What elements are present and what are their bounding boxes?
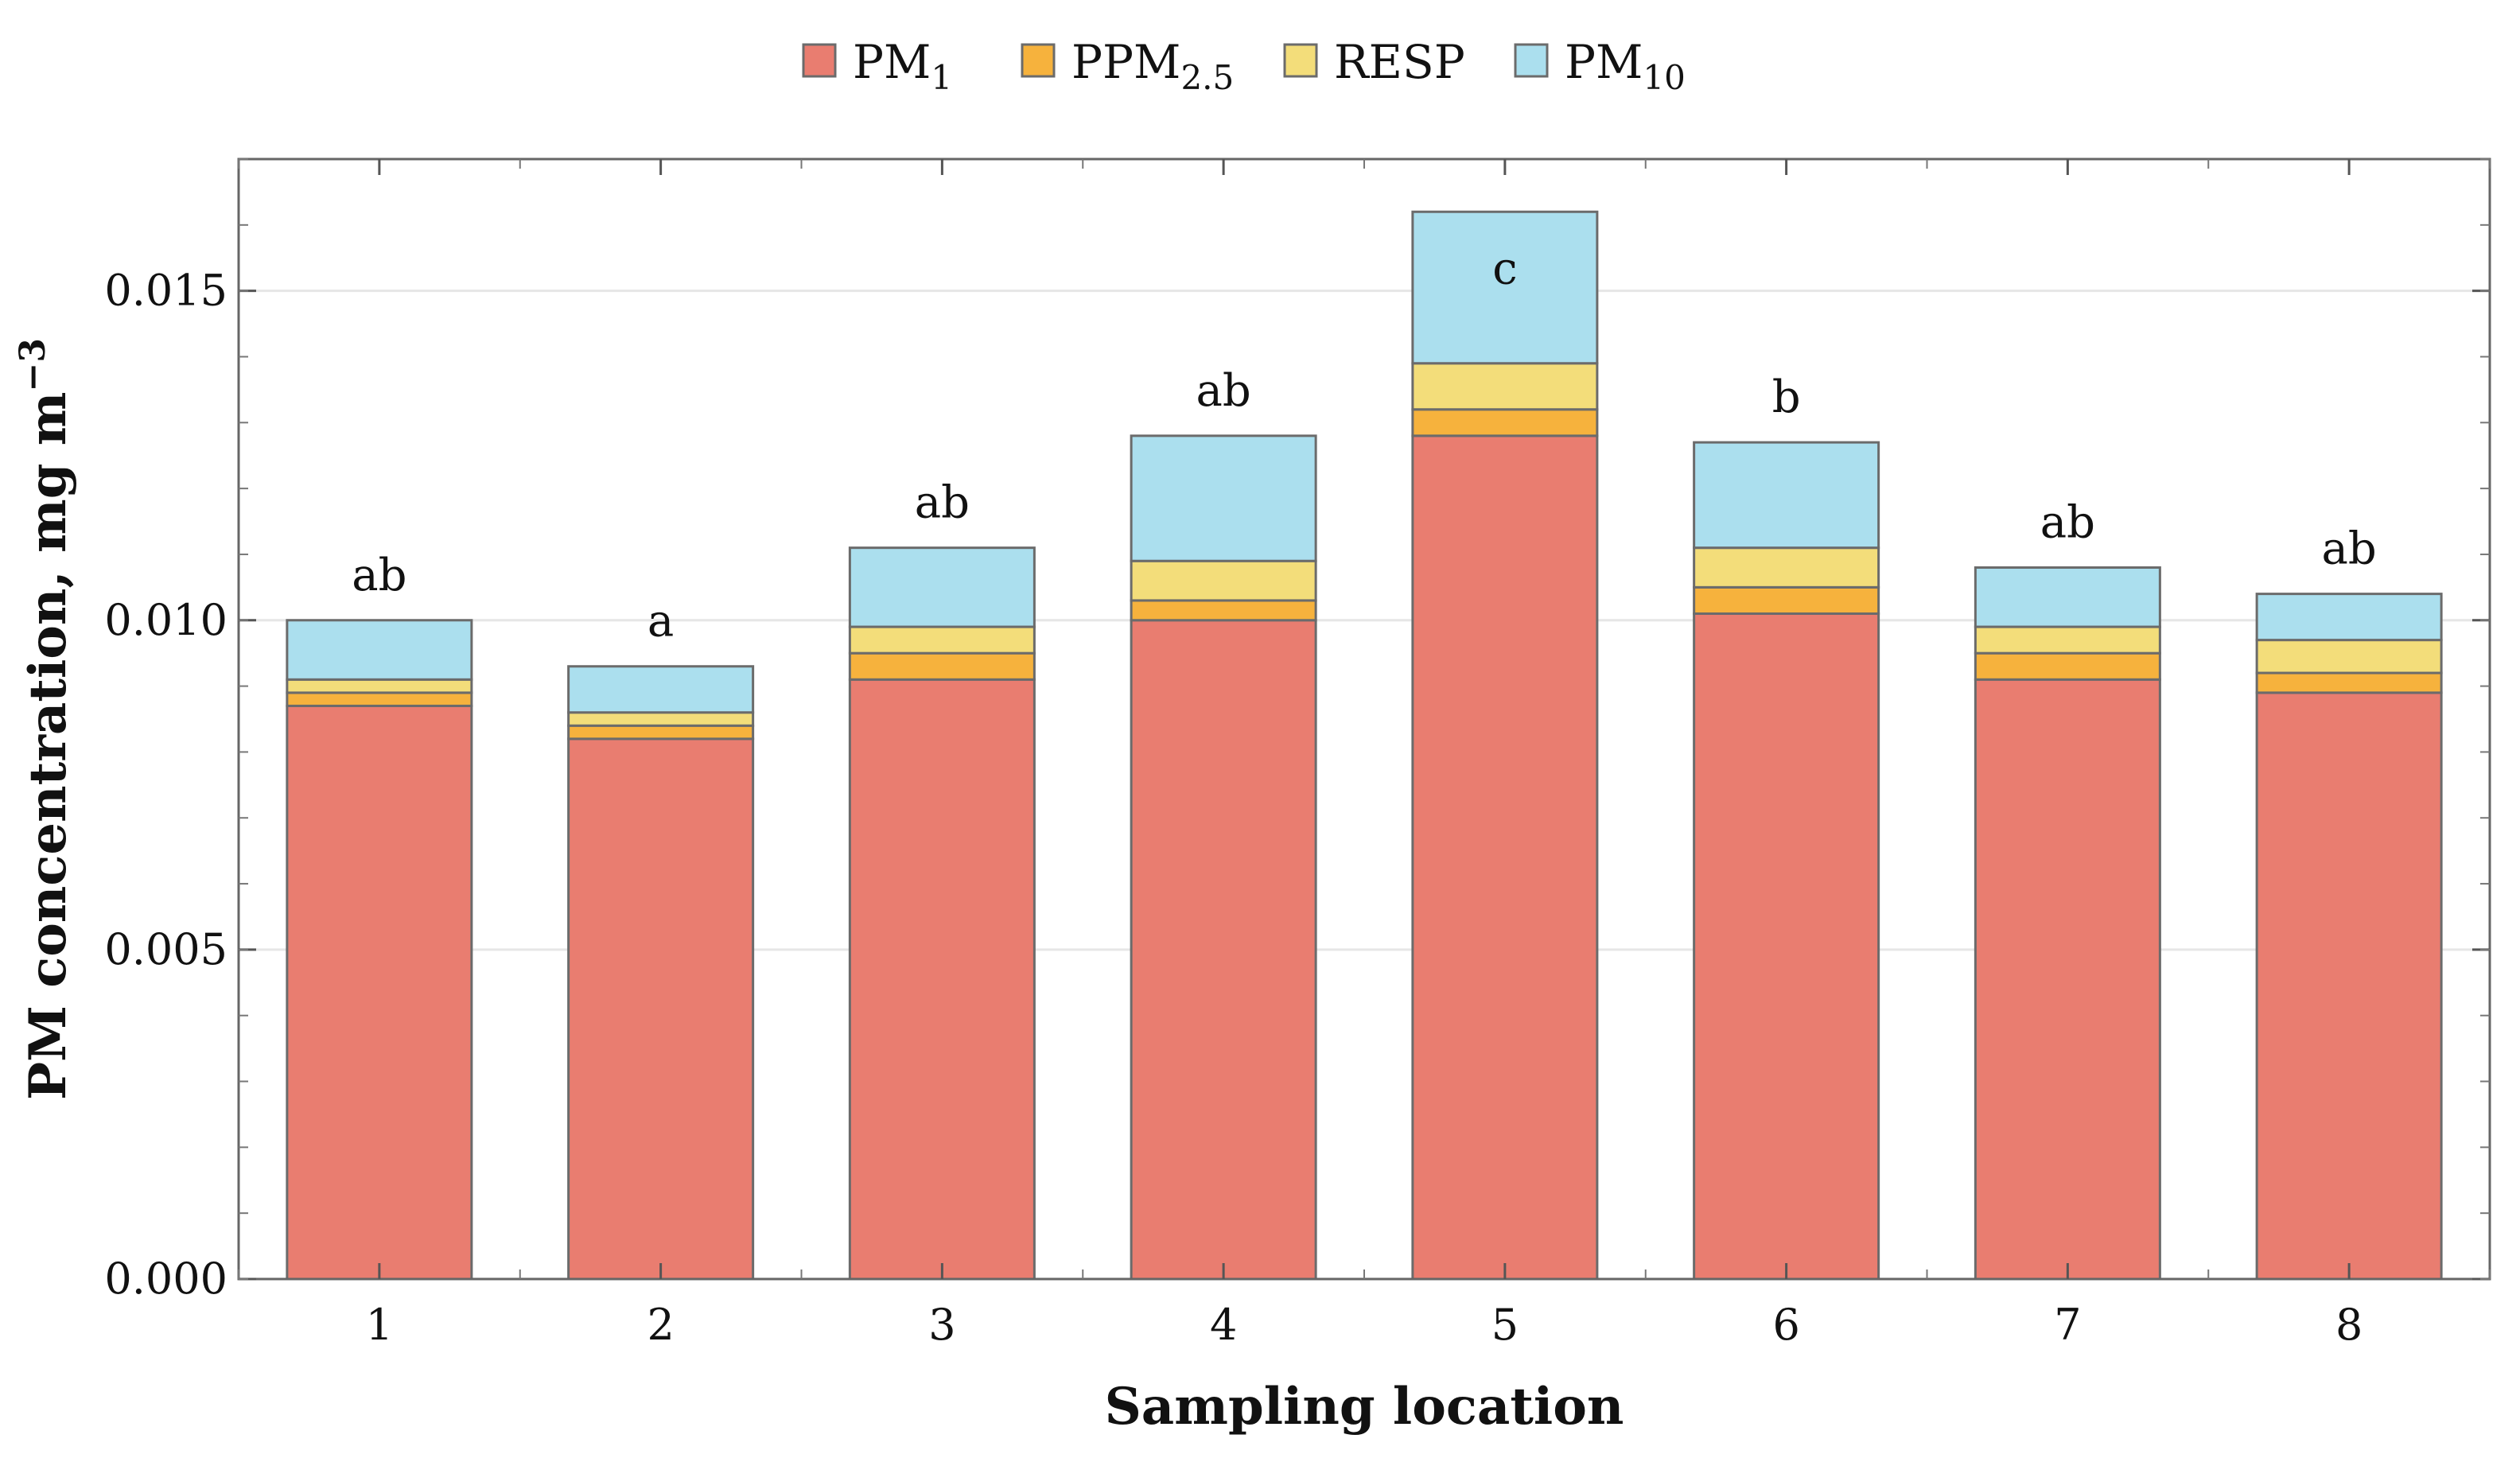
- bar-segment-pm10-loc-5: [1411, 210, 1599, 365]
- x-tick-label: 6: [1772, 1300, 1799, 1350]
- x-tick-label: 3: [928, 1300, 955, 1350]
- y-axis-title-exponent: −3: [13, 338, 53, 391]
- significance-letter: ab: [1196, 365, 1251, 417]
- y-axis-title-main: PM concentration, mg m: [18, 391, 78, 1100]
- bar-segment-pm10-loc-7: [1974, 566, 2161, 628]
- bar-segment-resp-loc-5: [1411, 362, 1599, 411]
- y-axis-title: PM concentration, mg m−3: [13, 338, 78, 1100]
- bar-segment-ppm25-loc-1: [286, 691, 473, 707]
- bar-segment-pm1-loc-2: [567, 737, 755, 1281]
- bar-segment-ppm25-loc-2: [567, 724, 755, 741]
- bar-segment-pm10-loc-2: [567, 665, 755, 714]
- significance-letter: c: [1492, 243, 1517, 294]
- legend-label: PPM2.5: [1071, 35, 1234, 97]
- bar-segment-pm1-loc-8: [2255, 691, 2443, 1281]
- bar-segment-ppm25-loc-8: [2255, 671, 2443, 694]
- bar-segment-ppm25-loc-3: [848, 651, 1036, 681]
- x-tick-label: 4: [1210, 1300, 1237, 1350]
- legend-label: RESP: [1334, 35, 1465, 89]
- legend-swatch: [1021, 43, 1056, 78]
- x-tick-label: 7: [2054, 1300, 2081, 1350]
- x-tick-label: 1: [366, 1300, 393, 1350]
- bar-segment-resp-loc-1: [286, 678, 473, 694]
- legend: PM1 PPM2.5 RESP PM10: [802, 35, 1686, 97]
- bar-segment-pm1-loc-4: [1130, 619, 1317, 1281]
- bar-segment-pm10-loc-1: [286, 619, 473, 681]
- significance-letter: ab: [2322, 523, 2377, 575]
- legend-label: PM1: [853, 35, 952, 97]
- y-tick-label: 0.010: [104, 595, 228, 645]
- bar-segment-pm1-loc-1: [286, 704, 473, 1281]
- bar-segment-ppm25-loc-5: [1411, 408, 1599, 437]
- x-tick-label: 5: [1491, 1300, 1519, 1350]
- bar-segment-resp-loc-7: [1974, 625, 2161, 655]
- significance-letter: b: [1772, 371, 1801, 423]
- significance-letter: a: [648, 596, 674, 647]
- bar-segment-ppm25-loc-6: [1693, 585, 1880, 615]
- bar-segment-pm1-loc-3: [848, 678, 1036, 1281]
- bar-segment-pm10-loc-3: [848, 546, 1036, 628]
- y-axis: 0.000 0.005 0.010 0.015: [104, 158, 2490, 1304]
- bar-segment-pm10-loc-4: [1130, 434, 1317, 562]
- significance-letters: ab a ab ab c b ab ab: [352, 243, 2376, 647]
- y-tick-label: 0.005: [104, 924, 228, 974]
- bar-segment-ppm25-loc-4: [1130, 599, 1317, 622]
- legend-label: PM10: [1565, 35, 1686, 97]
- legend-swatch: [1283, 43, 1318, 78]
- bar-segment-pm10-loc-6: [1693, 441, 1880, 550]
- bar-segment-resp-loc-6: [1693, 546, 1880, 589]
- y-tick-label: 0.000: [104, 1254, 228, 1304]
- bar-segment-resp-loc-8: [2255, 639, 2443, 675]
- bar-segment-ppm25-loc-7: [1974, 651, 2161, 681]
- bars: [286, 210, 2443, 1281]
- x-tick-label: 2: [647, 1300, 674, 1350]
- bar-segment-pm10-loc-8: [2255, 593, 2443, 642]
- significance-letter: ab: [915, 477, 970, 529]
- x-axis: 1 2 3 4 5 6 7 8: [238, 159, 2491, 1350]
- x-axis-title: Sampling location: [1105, 1377, 1624, 1437]
- bar-segment-pm1-loc-5: [1411, 434, 1599, 1281]
- bar-segment-resp-loc-2: [567, 711, 755, 727]
- significance-letter: ab: [352, 550, 406, 601]
- legend-swatch: [802, 43, 837, 78]
- bar-segment-pm1-loc-7: [1974, 678, 2161, 1281]
- legend-swatch: [1514, 43, 1549, 78]
- significance-letter: ab: [2040, 497, 2095, 549]
- y-tick-label: 0.015: [104, 266, 228, 316]
- bar-segment-resp-loc-3: [848, 625, 1036, 655]
- bar-segment-pm1-loc-6: [1693, 612, 1880, 1281]
- bar-segment-resp-loc-4: [1130, 559, 1317, 602]
- x-tick-label: 8: [2335, 1300, 2362, 1350]
